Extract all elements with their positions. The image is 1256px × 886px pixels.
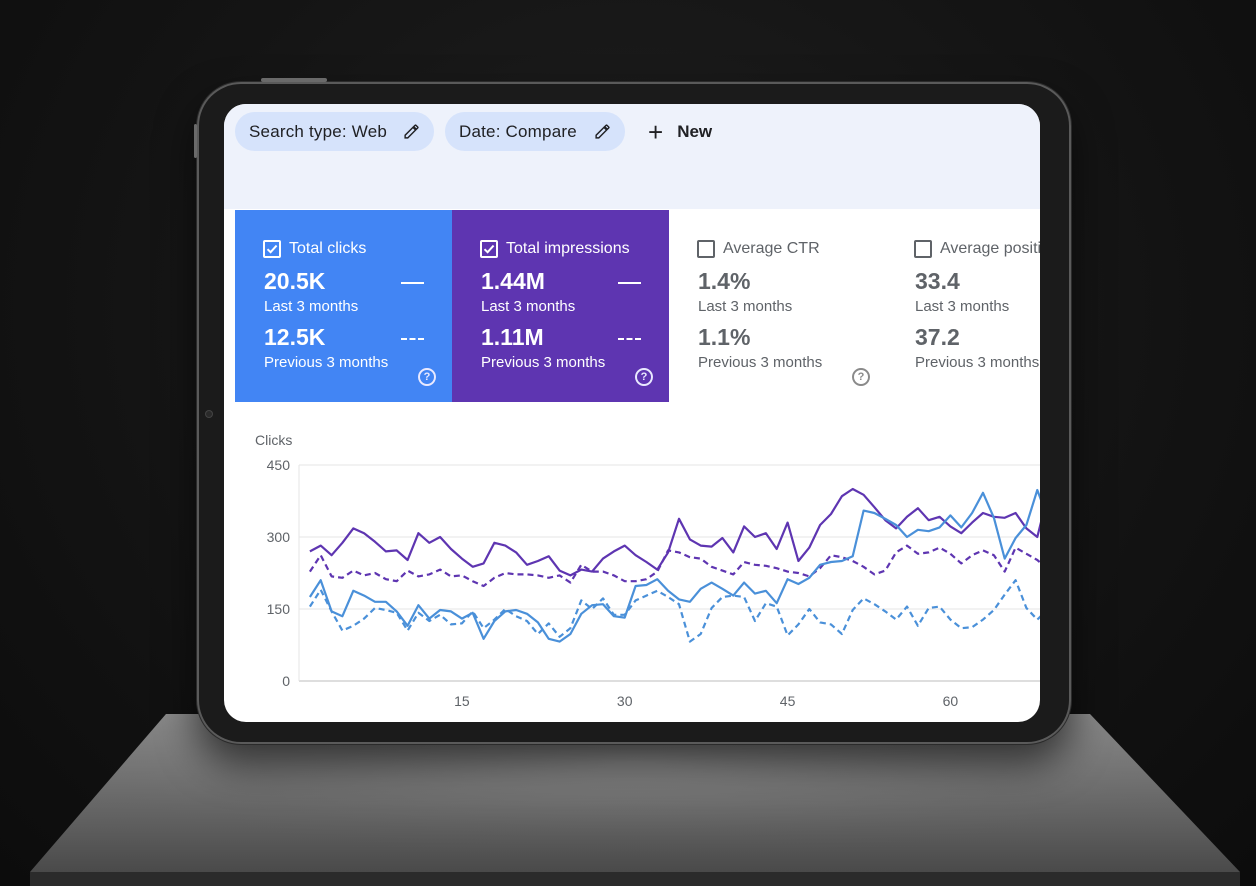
help-icon[interactable]: ? — [418, 368, 436, 386]
metric-current-value: 1.4% — [698, 268, 751, 294]
metric-previous-value: 37.2 — [915, 324, 960, 350]
metric-title: Average CTR — [723, 240, 820, 257]
date-filter-label: Date: Compare — [459, 121, 577, 141]
filter-bar: Search type: Web Date: Compare + New — [224, 104, 1040, 209]
clicks-line-chart: Clicks 0 150 300 450 15 30 45 60 — [255, 432, 1040, 709]
metric-previous-label: Previous 3 months — [698, 354, 823, 371]
date-filter-chip[interactable]: Date: Compare — [445, 112, 625, 151]
metric-title: Total impressions — [506, 240, 630, 257]
metric-current-value: 33.4 — [915, 268, 960, 294]
metric-current-label: Last 3 months — [481, 298, 576, 315]
metric-previous-label: Previous 3 months — [915, 354, 1040, 371]
current-period-impressions-line — [309, 487, 1040, 577]
metric-card-average-ctr[interactable]: Average CTR 1.4% Last 3 months 1.1% Prev… — [669, 210, 887, 402]
camera-icon — [206, 411, 212, 417]
edit-pencil-icon[interactable] — [403, 123, 420, 140]
checkbox-checked-icon[interactable] — [480, 240, 498, 258]
new-filter-button[interactable]: + New — [648, 118, 712, 146]
y-axis-label: Clicks — [255, 432, 292, 448]
checkbox-checked-icon[interactable] — [263, 240, 281, 258]
metric-current-label: Last 3 months — [698, 298, 793, 315]
metric-previous-label: Previous 3 months — [481, 354, 606, 371]
metric-current-label: Last 3 months — [264, 298, 359, 315]
checkbox-unchecked-icon[interactable] — [914, 240, 932, 258]
metric-previous-value: 1.11M — [481, 324, 544, 350]
metric-card-total-clicks[interactable]: Total clicks 20.5K Last 3 months 12.5K P… — [235, 210, 452, 402]
metric-previous-value: 1.1% — [698, 324, 751, 350]
metric-current-value: 1.44M — [481, 268, 545, 294]
dashed-line-legend-icon — [401, 338, 424, 340]
plus-icon: + — [648, 117, 664, 147]
metric-current-label: Last 3 months — [915, 298, 1010, 315]
tablet-device: Search type: Web Date: Compare + New Tot… — [194, 78, 1071, 744]
search-type-filter-chip[interactable]: Search type: Web — [235, 112, 434, 151]
x-tick-label: 15 — [454, 693, 470, 709]
metric-card-header[interactable]: Average CTR — [697, 240, 820, 258]
solid-line-legend-icon — [618, 282, 641, 284]
metric-previous-label: Previous 3 months — [264, 354, 389, 371]
x-tick-label: 60 — [943, 693, 959, 709]
screen: Search type: Web Date: Compare + New Tot… — [224, 104, 1040, 722]
tablet-top-button — [261, 78, 327, 82]
y-tick-label: 450 — [267, 457, 291, 473]
metric-previous-value: 12.5K — [264, 324, 326, 350]
y-tick-label: 0 — [282, 673, 290, 689]
search-type-filter-label: Search type: Web — [249, 121, 388, 141]
solid-line-legend-icon — [401, 282, 424, 284]
previous-period-clicks-line — [308, 579, 1040, 643]
metric-card-total-impressions[interactable]: Total impressions 1.44M Last 3 months 1.… — [452, 210, 669, 402]
metric-card-header[interactable]: Total clicks — [263, 240, 366, 258]
edit-pencil-icon[interactable] — [594, 123, 611, 140]
x-tick-label: 45 — [780, 693, 796, 709]
metric-title: Total clicks — [289, 240, 367, 257]
checkbox-unchecked-icon[interactable] — [697, 240, 715, 258]
metric-card-header[interactable]: Total impressions — [480, 240, 630, 258]
help-icon[interactable]: ? — [852, 368, 870, 386]
help-icon[interactable]: ? — [635, 368, 653, 386]
metric-title: Average positio — [940, 240, 1040, 257]
current-period-clicks-line — [308, 488, 1040, 643]
metric-card-header[interactable]: Average positio — [914, 240, 1040, 258]
new-filter-label: New — [677, 122, 713, 141]
y-tick-label: 300 — [267, 529, 291, 545]
previous-period-impressions-line — [308, 544, 1040, 588]
tablet-side-button — [194, 124, 197, 158]
metric-card-average-position[interactable]: Average positio 33.4 Last 3 months 37.2 … — [886, 210, 1040, 402]
dashed-line-legend-icon — [618, 338, 641, 340]
y-tick-label: 150 — [267, 601, 291, 617]
x-tick-label: 30 — [617, 693, 633, 709]
metric-current-value: 20.5K — [264, 268, 326, 294]
